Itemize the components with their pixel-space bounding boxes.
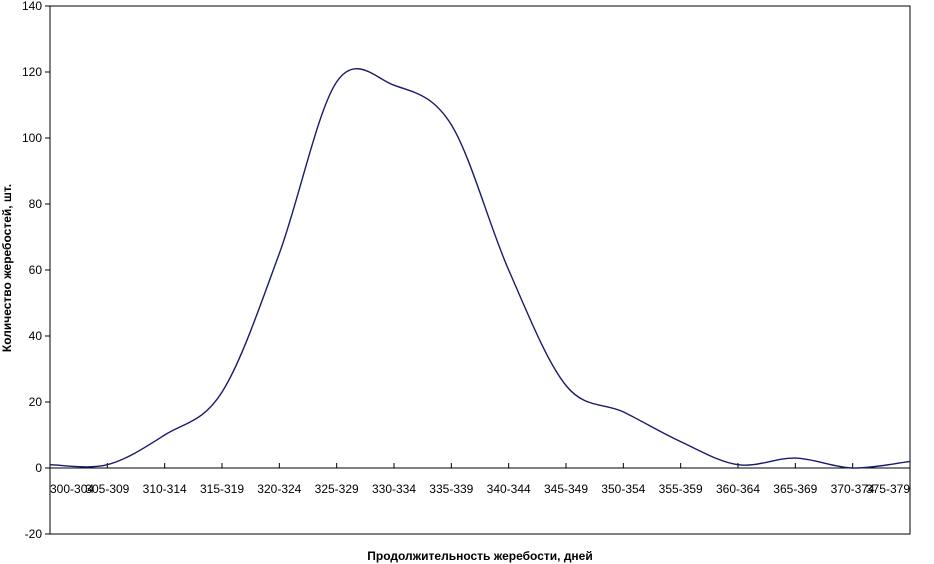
y-axis-ticks: -20 0 20 40 60 80 100 120 140	[22, 0, 50, 541]
series-layer	[49, 68, 911, 469]
x-tick-label: 365-369	[773, 482, 817, 496]
y-tick-label: 60	[29, 263, 43, 277]
x-axis-title: Продолжительность жеребости, дней	[367, 549, 592, 563]
x-tick-label: 325-329	[315, 482, 359, 496]
x-tick-label: 350-354	[601, 482, 645, 496]
y-tick-label: 80	[29, 197, 43, 211]
x-tick-label: 320-324	[257, 482, 301, 496]
y-tick-label: -20	[25, 527, 43, 541]
x-tick-label: 315-319	[200, 482, 244, 496]
y-tick-label: 140	[22, 0, 42, 13]
y-axis-title: Количество жеребостей, шт.	[0, 184, 14, 352]
plot-area-frame	[49, 5, 911, 535]
x-tick-label: 370-374	[831, 482, 875, 496]
x-tick-label: 345-349	[544, 482, 588, 496]
y-tick-label: 20	[29, 395, 43, 409]
series-line	[49, 68, 911, 469]
x-tick-label: 310-314	[143, 482, 187, 496]
x-tick-label: 340-344	[487, 482, 531, 496]
x-tick-label: 305-309	[85, 482, 129, 496]
x-tick-label: 300-304	[50, 482, 94, 496]
x-tick-label: 375-379	[866, 482, 910, 496]
y-tick-label: 120	[22, 65, 42, 79]
x-tick-label: 360-364	[716, 482, 760, 496]
x-tick-label: 335-339	[429, 482, 473, 496]
y-tick-label: 40	[29, 329, 43, 343]
y-tick-label: 0	[35, 461, 42, 475]
x-tick-label: 330-334	[372, 482, 416, 496]
x-tick-label: 355-359	[659, 482, 703, 496]
y-tick-label: 100	[22, 131, 42, 145]
